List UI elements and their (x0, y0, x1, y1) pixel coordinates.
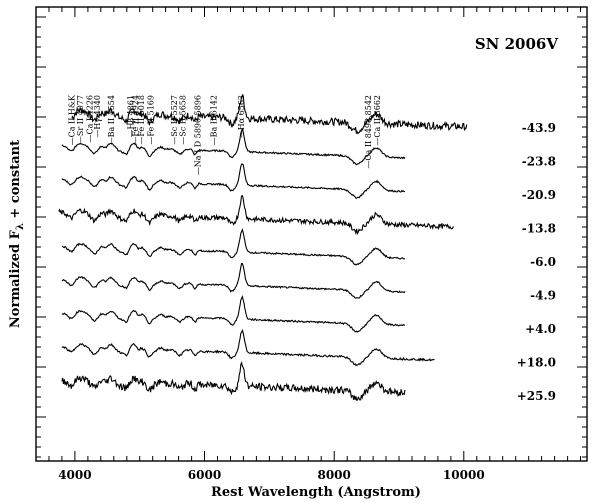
epoch-label: -20.9 (522, 188, 556, 202)
epoch-label: -43.9 (522, 121, 556, 135)
line-id-label: —Hγ 4340 (93, 95, 102, 138)
epoch-label: +25.9 (517, 389, 556, 403)
epoch-label: -4.9 (530, 289, 556, 303)
line-id-label: —Sr II 4077 (76, 95, 85, 144)
y-axis-title-suffix: + constant (8, 140, 23, 223)
spectrum-line (61, 294, 406, 333)
line-id-label: —Ca II 8662 (373, 95, 382, 146)
line-id-label: —Ba II 4554 (107, 95, 116, 145)
epoch-label: +4.0 (525, 322, 556, 336)
x-tick-label: 8000 (317, 468, 350, 482)
line-id-label: —Sc II 5658 (178, 95, 187, 145)
spectra-lines (58, 94, 468, 401)
spectrum-line (61, 262, 406, 299)
x-axis-title: Rest Wavelength (Angstrom) (211, 485, 421, 500)
spectrum-line (61, 329, 435, 367)
x-tick-labels: 4000 6000 8000 10000 (58, 468, 484, 482)
spectrum-line (58, 194, 455, 236)
x-tick-label: 10000 (443, 468, 485, 482)
line-id-label: —Hα 6563 (237, 95, 246, 138)
y-axis-title-sub: λ (15, 223, 26, 230)
chart-title: SN 2006V (475, 35, 559, 53)
epoch-label: -23.8 (522, 155, 556, 169)
line-identifications: —Ca II H&K —Sr II 4077 —Ca I 4226—Hγ 4340 —… (68, 94, 382, 175)
epoch-label: -13.8 (522, 222, 556, 236)
line-id-label: —Ca II H&K (68, 94, 77, 145)
line-id-label: —Fe II 4924 (131, 95, 140, 145)
x-tick-label: 6000 (188, 468, 221, 482)
y-axis-title-main: Normalized F (8, 229, 23, 328)
epoch-labels: -43.9 -23.8 -20.9 -13.8 -6.0 -4.9 +4.0 +18.0 +25… (517, 121, 556, 403)
epoch-label: -6.0 (530, 255, 556, 269)
line-id-label: —Ca II 8498,8542 (364, 95, 373, 169)
spectrum-line (71, 94, 468, 135)
y-axis-title: Normalized Fλ + constant (8, 140, 26, 328)
axis-ticks (35, 7, 587, 461)
spectrum-line (61, 228, 405, 266)
spectrum-line (61, 361, 406, 401)
line-id-label: —Hβ 4861 (127, 95, 136, 138)
line-id-label: —Fe II 5169 (147, 95, 156, 145)
spectrum-line (61, 163, 406, 199)
line-id-label: —Ba II 6142 (210, 95, 219, 145)
x-tick-label: 4000 (58, 468, 91, 482)
line-id-label: —Ca I 4226 (86, 95, 95, 143)
epoch-label: +18.0 (517, 356, 556, 370)
plot-frame (35, 6, 588, 462)
line-id-label: —Sc II 5527 (170, 95, 179, 145)
line-id-label: —Fe II 5018 (137, 95, 146, 145)
line-id-label: —Na I D 5890,5896 (194, 95, 203, 175)
spectrum-line (61, 127, 406, 166)
